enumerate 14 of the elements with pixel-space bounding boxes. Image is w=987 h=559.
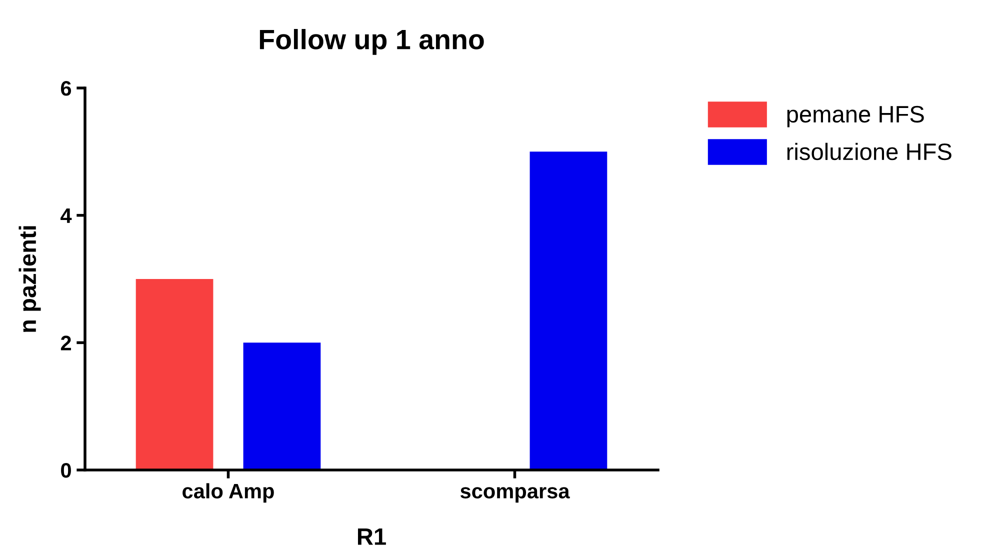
x-axis-title: R1 — [358, 528, 386, 545]
y-axis-title: n pazienti — [18, 226, 41, 332]
legend-label: risoluzione HFS — [787, 142, 952, 160]
y-tick-label: 4 — [60, 208, 72, 223]
legend-label: pemane HFS — [787, 106, 924, 128]
y-tick-label: 0 — [61, 463, 71, 478]
bar — [530, 152, 608, 470]
y-tick-label: 2 — [60, 336, 71, 350]
bar — [136, 279, 214, 470]
bar — [243, 342, 321, 470]
y-tick-label: 6 — [60, 81, 72, 96]
chart-title: Follow up 1 anno — [260, 28, 484, 55]
x-tick-label: scomparsa — [460, 487, 570, 503]
x-tick-label: calo Amp — [182, 483, 274, 503]
